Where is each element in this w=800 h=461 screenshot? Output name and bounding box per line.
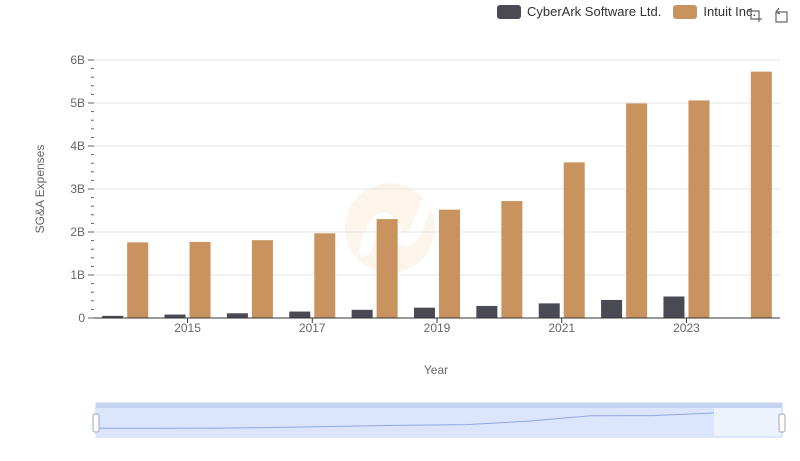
restore-icon[interactable] (772, 6, 790, 24)
x-tick-label: 2019 (424, 321, 451, 335)
y-minor-ticks (91, 68, 94, 310)
bar-cyberark-2015[interactable] (164, 314, 186, 318)
bar-intuit-2018[interactable] (376, 219, 398, 318)
legend-item-intuit[interactable]: Intuit Inc. (673, 4, 756, 19)
bar-intuit-2024[interactable] (750, 71, 772, 318)
toolbar (746, 6, 790, 24)
bar-intuit-2016[interactable] (251, 240, 273, 318)
bar-cyberark-2014[interactable] (102, 315, 124, 318)
y-tick-label: 3B (70, 182, 85, 196)
x-axis-label: Year (424, 363, 448, 377)
bar-intuit-2022[interactable] (626, 103, 648, 319)
bar-intuit-2020[interactable] (501, 201, 523, 318)
bar-intuit-2023[interactable] (688, 100, 710, 318)
legend: CyberArk Software Ltd. Intuit Inc. (497, 4, 756, 19)
legend-label-cyberark: CyberArk Software Ltd. (527, 4, 662, 19)
y-tick-label: 6B (70, 53, 85, 67)
y-tick-label: 1B (70, 268, 85, 282)
slider-data-preview (96, 412, 715, 429)
x-tick-label: 2017 (299, 321, 326, 335)
bar-cyberark-2020[interactable] (476, 305, 498, 318)
bar-intuit-2021[interactable] (563, 162, 585, 318)
slider-handle-right[interactable] (778, 413, 786, 433)
bars (102, 71, 772, 319)
zoom-slider[interactable] (92, 402, 786, 438)
bar-cyberark-2022[interactable] (601, 299, 623, 318)
bar-intuit-2015[interactable] (189, 241, 211, 318)
y-axis-label: SG&A Expenses (33, 145, 47, 234)
bar-intuit-2014[interactable] (127, 242, 149, 318)
bar-cyberark-2019[interactable] (414, 307, 435, 318)
slider-drag-bar[interactable] (96, 403, 782, 408)
x-tick-label: 2023 (673, 321, 700, 335)
legend-swatch-cyberark (497, 4, 521, 19)
legend-swatch-intuit (673, 4, 698, 19)
zoom-icon[interactable] (746, 6, 764, 24)
y-tick-label: 0 (78, 311, 85, 325)
legend-label-intuit: Intuit Inc. (703, 4, 757, 19)
bar-cyberark-2018[interactable] (351, 309, 373, 318)
bar-cyberark-2023[interactable] (663, 296, 685, 319)
y-tick-label: 5B (70, 96, 85, 110)
legend-item-cyberark[interactable]: CyberArk Software Ltd. (497, 4, 661, 19)
y-axis-ticks: 0 1B 2B 3B 4B 5B 6B (70, 53, 94, 325)
x-tick-label: 2015 (174, 321, 201, 335)
bar-intuit-2019[interactable] (439, 209, 460, 318)
slider-handle-left[interactable] (92, 413, 100, 433)
x-axis-ticks: 2015 2017 2019 2021 2023 (174, 318, 700, 335)
x-tick-label: 2021 (548, 321, 575, 335)
slider-selection[interactable] (96, 407, 714, 437)
bar-intuit-2017[interactable] (314, 233, 336, 318)
bar-cyberark-2021[interactable] (538, 303, 560, 318)
y-tick-label: 4B (70, 139, 85, 153)
bar-cyberark-2017[interactable] (289, 311, 311, 318)
bar-cyberark-2016[interactable] (226, 313, 248, 318)
y-tick-label: 2B (70, 225, 85, 239)
